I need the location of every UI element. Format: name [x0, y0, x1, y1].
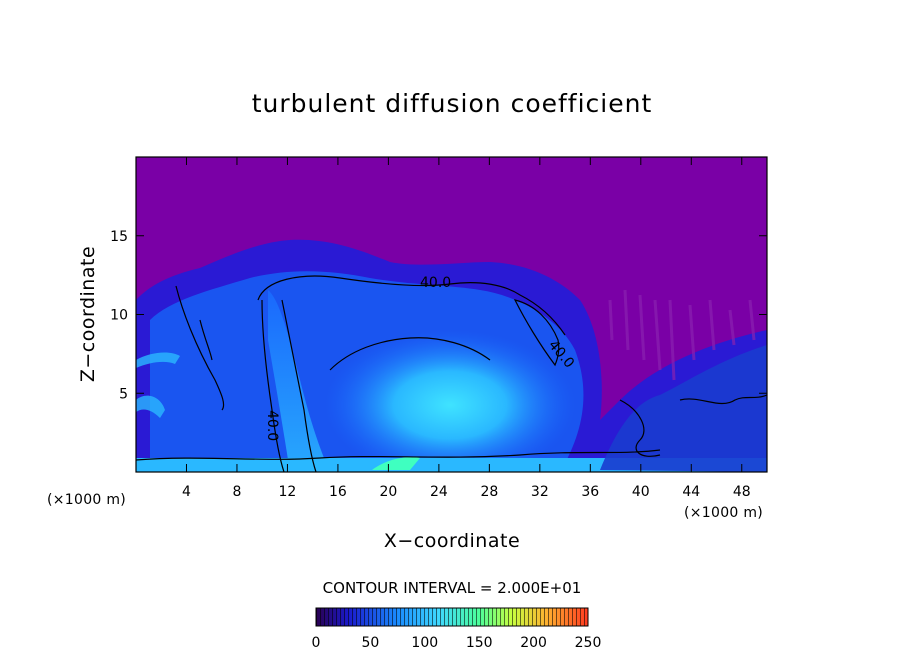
plot-area: 40.0 40.0 40.0: [136, 157, 767, 472]
contour-column-left: [261, 299, 285, 472]
right-turbulence: [600, 345, 767, 472]
x-tick-label: 20: [379, 484, 397, 500]
x-tick-label: 8: [232, 484, 241, 500]
contour-lines: [136, 275, 767, 472]
x-tick-label: 24: [430, 484, 448, 500]
colorbar-tick-label: 250: [575, 635, 602, 651]
y-axis-title: Z−coordinate: [77, 246, 99, 382]
x-tick-label: 40: [632, 484, 650, 500]
colorbar-tick-label: 50: [361, 635, 379, 651]
colorbar-tick-label: 100: [411, 635, 438, 651]
x-tick-label: 12: [279, 484, 297, 500]
x-tick-label: 32: [531, 484, 549, 500]
contour-left-1: [175, 285, 225, 411]
central-eddy: [325, 330, 575, 472]
x-axis-ticks: 4 8 12 16 20 24 28 32 36 40 44 48: [182, 157, 751, 500]
right-wave-lines: [608, 289, 756, 381]
contour-right-2: [679, 394, 767, 405]
contour-right-1: [619, 399, 661, 457]
ground-patch: [372, 457, 420, 470]
contour-left-2: [199, 319, 213, 361]
contour-interval-label: CONTOUR INTERVAL = 2.000E+01: [323, 579, 582, 597]
x-tick-label: 16: [329, 484, 347, 500]
colorbar-ticks: 0 50 100 150 200 250: [312, 635, 602, 651]
x-tick-label: 28: [480, 484, 498, 500]
x-tick-label: 44: [682, 484, 700, 500]
contour-label: 40.0: [420, 275, 451, 291]
contour-inner-eddy: [329, 337, 491, 371]
y-axis-ticks: 5 10 15: [110, 229, 767, 402]
colorbar-stripes: [316, 608, 588, 626]
left-streaks: [136, 352, 180, 418]
colorbar-frame: [315, 607, 589, 627]
contour-ground: [136, 449, 661, 461]
x-unit-right: (×1000 m): [684, 505, 763, 521]
colorbar-tick-label: 150: [466, 635, 493, 651]
contour-outer: [257, 275, 566, 336]
contour-column-right: [281, 299, 317, 472]
contour-right-lobe: [513, 299, 560, 367]
x-tick-label: 48: [733, 484, 751, 500]
y-tick-label: 15: [110, 229, 128, 245]
colorbar-tick-label: 0: [312, 635, 321, 651]
y-tick-label: 5: [119, 386, 128, 402]
colorbar: 0 50 100 150 200 250: [312, 607, 602, 651]
contour-label: 40.0: [264, 410, 280, 441]
x-tick-label: 4: [182, 484, 191, 500]
rising-column: [268, 290, 330, 472]
x-tick-label: 36: [581, 484, 599, 500]
x-unit-left: (×1000 m): [47, 492, 126, 508]
x-axis-title: X−coordinate: [384, 530, 520, 552]
colorbar-tick-label: 200: [520, 635, 547, 651]
y-tick-label: 10: [110, 308, 128, 324]
chart-title: turbulent diffusion coefficient: [252, 89, 653, 118]
